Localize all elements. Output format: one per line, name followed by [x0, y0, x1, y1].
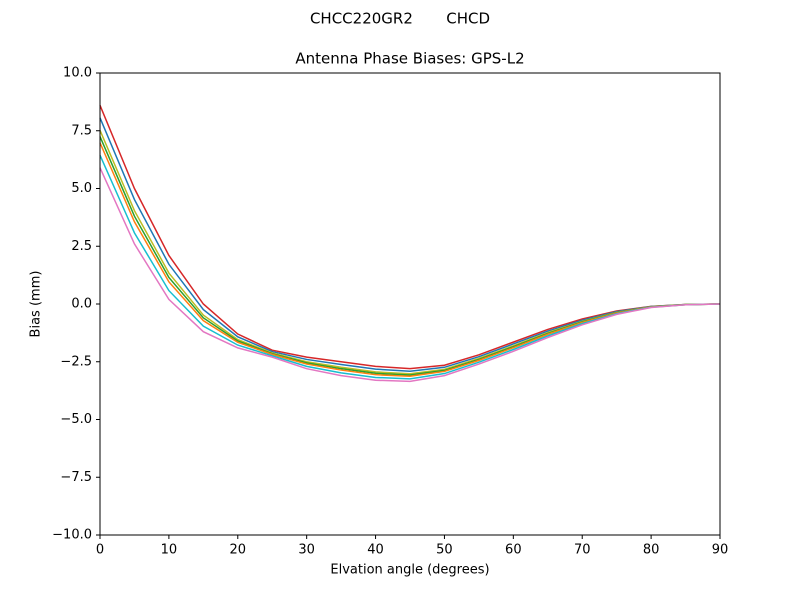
series-line	[99, 142, 721, 378]
x-tick-label: 20	[230, 543, 247, 558]
y-tick-label: 2.5	[71, 239, 92, 254]
x-tick-label: 60	[505, 543, 522, 558]
x-tick-label: 80	[643, 543, 660, 558]
x-tick-label: 10	[161, 543, 178, 558]
plot-area	[99, 105, 721, 383]
x-tick-label: 40	[367, 543, 384, 558]
series-line	[99, 117, 721, 372]
series-line	[99, 167, 721, 383]
y-tick-label: −10.0	[52, 528, 92, 543]
y-tick-label: −7.5	[60, 470, 92, 485]
series-line	[99, 154, 721, 380]
y-tick-label: 0.0	[71, 297, 92, 312]
y-tick-label: 7.5	[71, 123, 92, 138]
axes-frame	[99, 72, 721, 536]
y-axis-label: Bias (mm)	[29, 271, 44, 338]
x-tick-label: 0	[96, 543, 104, 558]
y-tick-label: 10.0	[63, 66, 92, 81]
series-line	[99, 129, 721, 375]
y-tick-label: 5.0	[71, 181, 92, 196]
series-line	[99, 105, 721, 370]
x-axis-label: Elvation angle (degrees)	[330, 563, 489, 578]
series-line	[99, 136, 721, 376]
y-tick-label: −2.5	[60, 354, 92, 369]
x-tick-label: 50	[436, 543, 453, 558]
x-tick-label: 30	[298, 543, 315, 558]
x-tick-label: 90	[712, 543, 729, 558]
suptitle: CHCC220GR2 CHCD	[310, 10, 490, 28]
chart-title: Antenna Phase Biases: GPS-L2	[295, 50, 524, 68]
y-tick-label: −5.0	[60, 412, 92, 427]
x-tick-label: 70	[574, 543, 591, 558]
